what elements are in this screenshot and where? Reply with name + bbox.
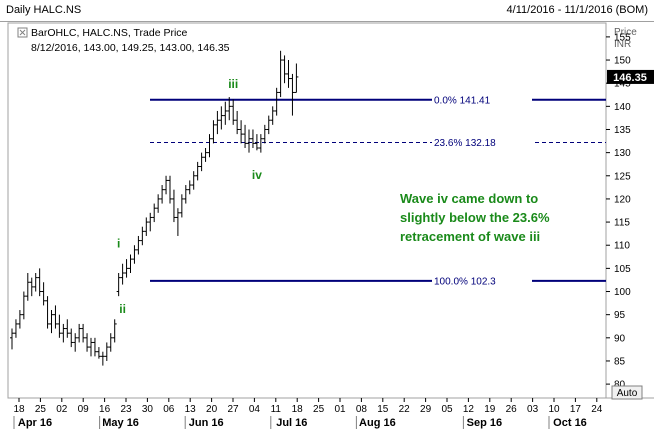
x-tick-label: 13: [185, 404, 197, 415]
date-range: 4/11/2016 - 11/1/2016 (BOM): [506, 4, 648, 16]
y-tick-label: 100: [614, 287, 631, 298]
x-tick-label: 18: [292, 404, 304, 415]
annotation-line-3: retracement of wave iii: [400, 229, 540, 244]
wave-label: ii: [119, 302, 126, 316]
y-tick-label: 85: [614, 356, 626, 367]
x-tick-label: 22: [399, 404, 411, 415]
legend-icon: [17, 27, 28, 38]
x-tick-label: 17: [570, 404, 582, 415]
x-tick-label: 10: [548, 404, 560, 415]
x-tick-label: 18: [13, 404, 25, 415]
x-tick-label: 23: [120, 404, 132, 415]
y-tick-label: 135: [614, 125, 631, 136]
x-tick-label: 27: [227, 404, 239, 415]
chart-titlebar: Daily HALC.NS 4/11/2016 - 11/1/2016 (BOM…: [0, 0, 654, 22]
fibonacci-levels: 0.0% 141.41 23.6% 132.18 100.0% 102.3: [150, 93, 606, 287]
x-tick-label: 03: [527, 404, 539, 415]
y-tick-label: 130: [614, 148, 631, 159]
x-axis-ticks: 18 25 02 09 16 23 30 06 13 20 27 04 11 18 25 01 08 15 22 29…: [13, 398, 603, 429]
x-month-label: Oct 16: [553, 417, 587, 429]
x-tick-label: 01: [334, 404, 346, 415]
x-tick-label: 12: [463, 404, 475, 415]
fib-label: 23.6% 132.18: [434, 138, 496, 149]
x-month-label: Apr 16: [18, 417, 52, 429]
y-tick-label: 110: [614, 241, 630, 252]
y-tick-label: 140: [614, 102, 631, 113]
auto-scale-button[interactable]: Auto: [611, 385, 643, 400]
x-tick-label: 20: [206, 404, 218, 415]
y-tick-label: 145: [614, 79, 631, 90]
wave-label: iv: [252, 168, 262, 182]
wave-label: i: [117, 237, 120, 251]
x-tick-label: 30: [142, 404, 154, 415]
x-month-label: Sep 16: [467, 417, 502, 429]
wave-label: iii: [228, 77, 238, 91]
x-tick-label: 09: [78, 404, 90, 415]
x-tick-label: 08: [356, 404, 368, 415]
chart-title: Daily HALC.NS: [6, 4, 82, 16]
current-price-tag: 146.35: [607, 69, 654, 84]
x-month-label: Aug 16: [359, 417, 396, 429]
annotation-line-2: slightly below the 23.6%: [400, 210, 550, 225]
y-tick-label: 155: [614, 32, 631, 43]
x-tick-label: 24: [591, 404, 603, 415]
fib-label-bg: [432, 274, 532, 287]
y-tick-label: 105: [614, 264, 631, 275]
x-month-label: Jun 16: [189, 417, 224, 429]
auto-scale-label[interactable]: Auto: [617, 388, 638, 399]
fib-label-bg: [432, 136, 532, 149]
y-tick-label: 95: [614, 310, 626, 321]
y-tick-label: 150: [614, 56, 631, 67]
y-axis-title-currency: INR: [614, 39, 631, 50]
fib-label-bg: [432, 93, 532, 106]
fib-label: 0.0% 141.41: [434, 95, 491, 106]
x-tick-label: 16: [99, 404, 111, 415]
y-tick-label: 80: [614, 380, 626, 391]
x-tick-label: 02: [56, 404, 68, 415]
x-tick-label: 25: [35, 404, 47, 415]
x-month-label: Jul 16: [276, 417, 307, 429]
y-tick-label: 115: [614, 218, 630, 229]
y-tick-label: 90: [614, 333, 626, 344]
current-price-value: 146.35: [613, 72, 647, 84]
x-tick-label: 15: [377, 404, 389, 415]
y-tick-label: 125: [614, 171, 631, 182]
x-month-label: May 16: [102, 417, 139, 429]
x-tick-label: 29: [420, 404, 432, 415]
x-tick-label: 11: [271, 404, 282, 415]
x-tick-label: 25: [313, 404, 325, 415]
y-tick-label: 120: [614, 194, 631, 205]
annotation-line-1: Wave iv came down to: [400, 191, 538, 206]
fib-label: 100.0% 102.3: [434, 276, 496, 287]
x-tick-label: 26: [506, 404, 518, 415]
x-tick-label: 05: [441, 404, 453, 415]
x-tick-label: 19: [484, 404, 496, 415]
y-axis-title-price: Price: [614, 27, 637, 38]
legend-series-label: BarOHLC, HALC.NS, Trade Price: [31, 27, 188, 39]
x-tick-label: 06: [163, 404, 175, 415]
x-tick-label: 04: [249, 404, 261, 415]
legend-last-values: 8/12/2016, 143.00, 149.25, 143.00, 146.3…: [31, 42, 230, 54]
y-axis-ticks: 80 85 90 95 100 105 110 115 120 125 130 135 140 145 15…: [606, 32, 631, 391]
ohlc-bars: [10, 50, 299, 366]
